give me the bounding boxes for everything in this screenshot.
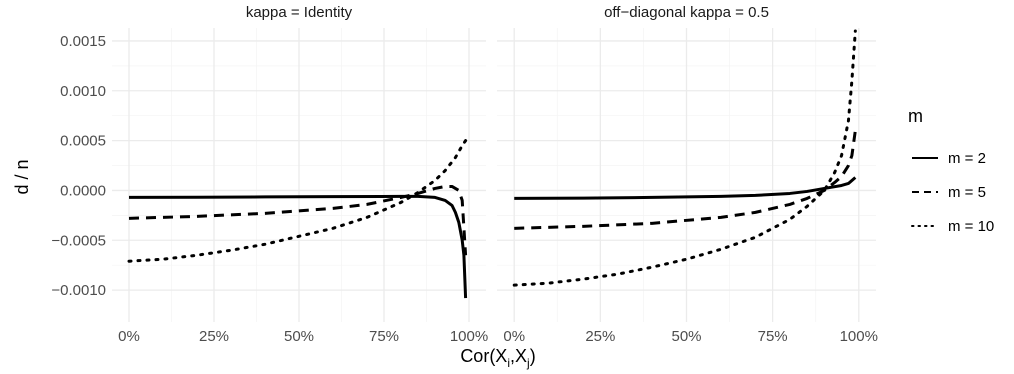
y-tick-label: 0.0010	[60, 83, 106, 100]
x-tick-label: 0%	[503, 328, 525, 345]
y-tick-label: 0.0015	[60, 33, 106, 50]
legend-title: m	[908, 106, 923, 126]
x-tick-label: 50%	[671, 328, 701, 345]
y-tick-label: 0.0000	[60, 182, 106, 199]
x-tick-label: 100%	[840, 328, 878, 345]
panel-title: off−diagonal kappa = 0.5	[604, 4, 769, 21]
x-tick-label: 25%	[585, 328, 615, 345]
x-tick-label: 100%	[450, 328, 488, 345]
y-tick-label: 0.0005	[60, 133, 106, 150]
x-axis-title: Cor(Xi,Xj)	[460, 346, 535, 370]
legend-label-m5: m = 5	[948, 184, 986, 201]
panel-1: kappa = Identity 0% 25% 50% 75% 100% −0.0010 −0…	[51, 4, 488, 345]
legend-label-m10: m = 10	[948, 218, 994, 235]
panels-layer: kappa = Identity 0% 25% 50% 75% 100% −0.0010 −0…	[51, 4, 878, 345]
series-line-dotted	[127, 139, 468, 263]
x-tick-label: 75%	[369, 328, 399, 345]
x-tick-label: 0%	[118, 328, 140, 345]
y-axis-title: d / n	[12, 159, 32, 194]
series-line-dotted	[512, 29, 857, 287]
panel-title: kappa = Identity	[246, 4, 353, 21]
y-tick-label: −0.0005	[51, 232, 106, 249]
legend-label-m2: m = 2	[948, 150, 986, 167]
x-tick-label: 50%	[284, 328, 314, 345]
legend: m m = 2 m = 5 m = 10	[908, 106, 994, 235]
x-tick-label: 25%	[199, 328, 229, 345]
series-line-solid	[514, 176, 857, 200]
series-line-solid	[128, 194, 468, 299]
x-tick-label: 75%	[758, 328, 788, 345]
panel-2: off−diagonal kappa = 0.5 0% 25% 50% 75% 100%	[497, 4, 878, 345]
y-tick-label: −0.0010	[51, 282, 106, 299]
series-line-dashed	[514, 130, 857, 230]
